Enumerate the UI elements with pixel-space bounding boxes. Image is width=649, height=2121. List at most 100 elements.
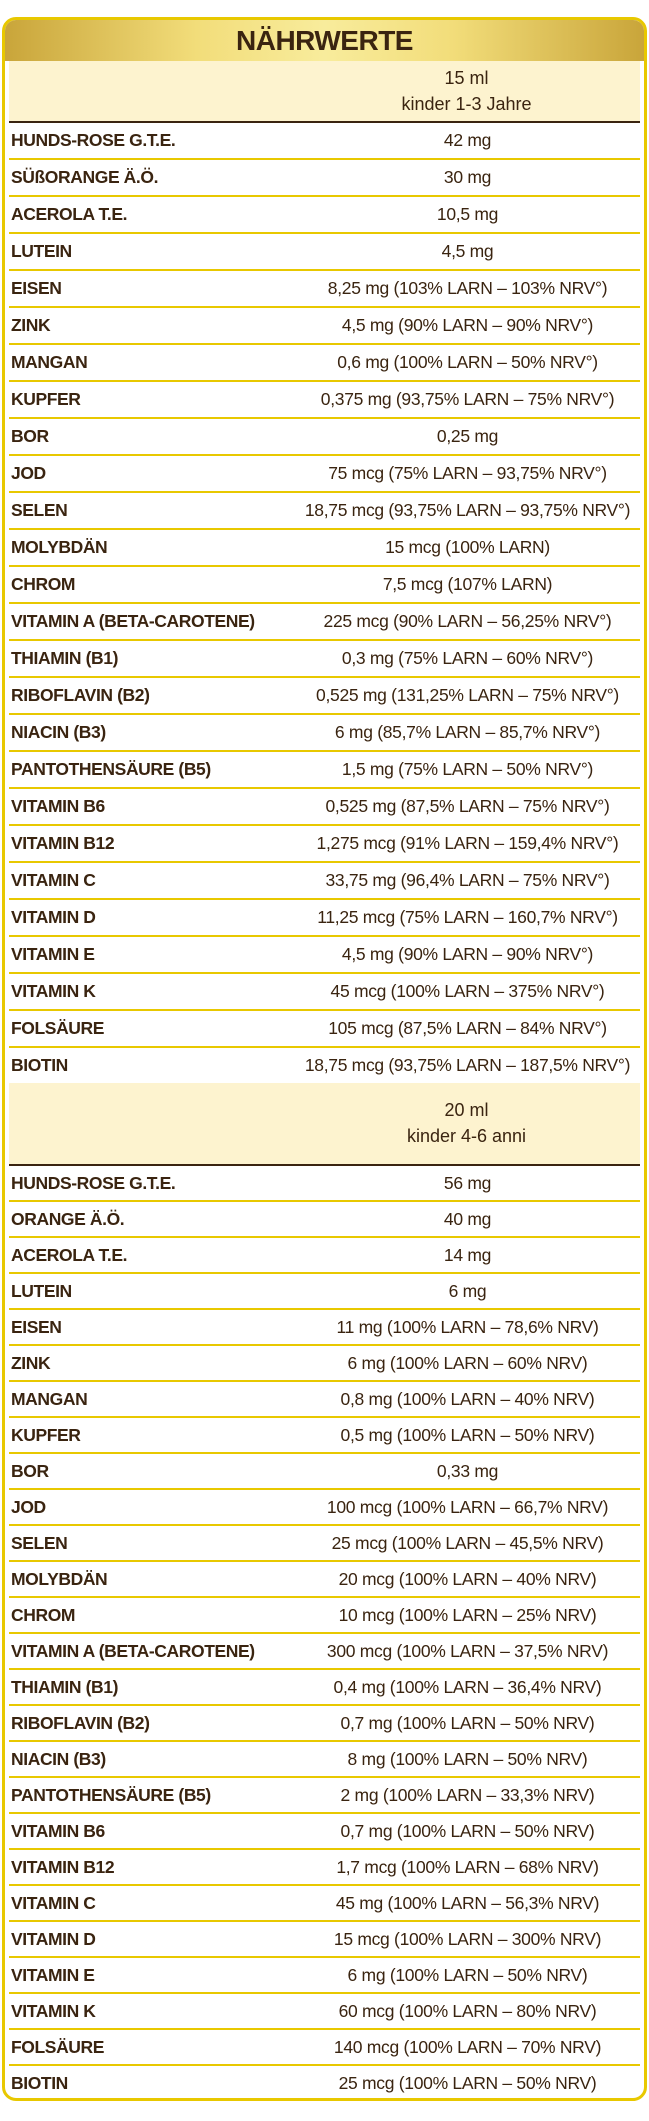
nutrient-value: 33,75 mg (96,4% LARN – 75% NRV°) — [325, 870, 610, 890]
dose-header: 15 ml kinder 1-3 Jahre — [9, 61, 640, 123]
nutrient-value: 60 mcg (100% LARN – 80% NRV) — [338, 2000, 597, 2021]
nutrient-value: 25 mcg (100% LARN – 50% NRV) — [338, 2072, 597, 2093]
nutrient-name: ACEROLA T.E. — [11, 1244, 128, 1265]
table-row: VITAMIN A (BETA-CAROTENE) 300 mcg (100% L… — [9, 1634, 640, 1670]
nutrient-name: VITAMIN B12 — [11, 833, 115, 853]
nutrient-value: 8 mg (100% LARN – 50% NRV) — [347, 1748, 588, 1769]
nutrient-name: NIACIN (B3) — [11, 1748, 106, 1769]
nutrient-name: VITAMIN K — [11, 2000, 96, 2021]
nutrient-name: VITAMIN D — [11, 907, 96, 927]
dose-header: 20 ml kinder 4-6 anni — [9, 1083, 640, 1166]
table-row: BOR 0,33 mg — [9, 1454, 640, 1490]
nutrient-name: NIACIN (B3) — [11, 722, 106, 742]
table-row: FOLSÄURE 105 mcg (87,5% LARN – 84% NRV°) — [9, 1011, 640, 1048]
nutrient-value: 225 mcg (90% LARN – 56,25% NRV°) — [323, 611, 612, 631]
nutrient-value: 14 mg — [443, 1244, 492, 1265]
table-row: VITAMIN D 11,25 mcg (75% LARN – 160,7% NR… — [9, 900, 640, 937]
nutrient-value: 0,525 mg (87,5% LARN – 75% NRV°) — [325, 796, 610, 816]
nutrient-value: 45 mg (100% LARN – 56,3% NRV) — [335, 1892, 600, 1913]
nutrient-name: VITAMIN A (BETA-CAROTENE) — [11, 1640, 255, 1661]
nutrient-value: 0,8 mg (100% LARN – 40% NRV) — [340, 1388, 595, 1409]
table-row: MOLYBDÄN 15 mcg (100% LARN) — [9, 530, 640, 567]
table-row: ACEROLA T.E. 14 mg — [9, 1238, 640, 1274]
nutrient-value: 10,5 mg — [436, 204, 499, 224]
table-row: VITAMIN C 45 mg (100% LARN – 56,3% NRV) — [9, 1886, 640, 1922]
nutrient-value: 0,375 mg (93,75% LARN – 75% NRV°) — [320, 389, 615, 409]
nutrient-name: LUTEIN — [11, 241, 72, 261]
nutrient-value: 42 mg — [443, 130, 492, 150]
nutrient-value: 15 mcg (100% LARN) — [385, 537, 550, 557]
nutrient-name: CHROM — [11, 1604, 76, 1625]
nutrient-value: 0,6 mg (100% LARN – 50% NRV°) — [337, 352, 598, 372]
table-row: THIAMIN (B1) 0,4 mg (100% LARN – 36,4% NR… — [9, 1670, 640, 1706]
table-row: RIBOFLAVIN (B2) 0,525 mg (131,25% LARN – … — [9, 678, 640, 715]
table-row: MANGAN 0,6 mg (100% LARN – 50% NRV°) — [9, 345, 640, 382]
table-row: VITAMIN B12 1,7 mcg (100% LARN – 68% NRV) — [9, 1850, 640, 1886]
nutrient-value: 2 mg (100% LARN – 33,3% NRV) — [340, 1784, 595, 1805]
nutrient-name: SELEN — [11, 500, 68, 520]
nutrient-value: 4,5 mg (90% LARN – 90% NRV°) — [341, 315, 594, 335]
table-row: LUTEIN 4,5 mg — [9, 234, 640, 271]
nutrient-name: VITAMIN B6 — [11, 1820, 105, 1841]
nutrient-value: 0,4 mg (100% LARN – 36,4% NRV) — [333, 1676, 602, 1697]
nutrient-value: 30 mg — [443, 167, 492, 187]
nutrient-name: PANTOTHENSÄURE (B5) — [11, 1784, 211, 1805]
table-row: NIACIN (B3) 6 mg (85,7% LARN – 85,7% NRV°… — [9, 715, 640, 752]
table-row: FOLSÄURE 140 mcg (100% LARN – 70% NRV) — [9, 2030, 640, 2066]
nutrient-name: BIOTIN — [11, 2072, 68, 2093]
nutrient-value: 56 mg — [443, 1172, 492, 1193]
nutrient-name: BIOTIN — [11, 1055, 68, 1075]
nutrient-name: VITAMIN A (BETA-CAROTENE) — [11, 611, 255, 631]
nutrient-value: 6 mg (85,7% LARN – 85,7% NRV°) — [334, 722, 601, 742]
table-row: SELEN 25 mcg (100% LARN – 45,5% NRV) — [9, 1526, 640, 1562]
nutrient-name: JOD — [11, 463, 46, 483]
table-row: VITAMIN E 4,5 mg (90% LARN – 90% NRV°) — [9, 937, 640, 974]
nutrient-value: 6 mg (100% LARN – 50% NRV) — [347, 1964, 588, 1985]
nutrient-value: 15 mcg (100% LARN – 300% NRV) — [333, 1928, 602, 1949]
nutrient-name: CHROM — [11, 574, 76, 594]
nutrient-value: 11 mg (100% LARN – 78,6% NRV) — [336, 1316, 599, 1337]
table-row: VITAMIN B12 1,275 mcg (91% LARN – 159,4% … — [9, 826, 640, 863]
nutrient-value: 6 mg — [448, 1280, 487, 1301]
table-row: MANGAN 0,8 mg (100% LARN – 40% NRV) — [9, 1382, 640, 1418]
nutrient-name: MOLYBDÄN — [11, 1568, 108, 1589]
nutrient-name: ZINK — [11, 315, 51, 335]
nutrient-name: SELEN — [11, 1532, 68, 1553]
nutrient-name: KUPFER — [11, 1424, 81, 1445]
nutrient-name: VITAMIN C — [11, 1892, 96, 1913]
table-row: JOD 100 mcg (100% LARN – 66,7% NRV) — [9, 1490, 640, 1526]
nutrient-value: 20 mcg (100% LARN – 40% NRV) — [338, 1568, 597, 1589]
table-row: EISEN 8,25 mg (103% LARN – 103% NRV°) — [9, 271, 640, 308]
nutrient-value: 25 mcg (100% LARN – 45,5% NRV) — [331, 1532, 604, 1553]
table-row: PANTOTHENSÄURE (B5) 2 mg (100% LARN – 33,… — [9, 1778, 640, 1814]
nutrient-name: EISEN — [11, 1316, 62, 1337]
table-row: VITAMIN K 60 mcg (100% LARN – 80% NRV) — [9, 1994, 640, 2030]
nutrient-name: SÜßORANGE Ä.Ö. — [11, 167, 159, 187]
table-row: BOR 0,25 mg — [9, 419, 640, 456]
nutrient-name: RIBOFLAVIN (B2) — [11, 1712, 150, 1733]
table-row: RIBOFLAVIN (B2) 0,7 mg (100% LARN – 50% N… — [9, 1706, 640, 1742]
nutrient-value: 75 mcg (75% LARN – 93,75% NRV°) — [328, 463, 607, 483]
table-row: ZINK 6 mg (100% LARN – 60% NRV) — [9, 1346, 640, 1382]
nutrient-name: ZINK — [11, 1352, 51, 1373]
nutrient-name: EISEN — [11, 278, 62, 298]
table-row: MOLYBDÄN 20 mcg (100% LARN – 40% NRV) — [9, 1562, 640, 1598]
table-row: VITAMIN B6 0,7 mg (100% LARN – 50% NRV) — [9, 1814, 640, 1850]
table-row: LUTEIN 6 mg — [9, 1274, 640, 1310]
age-group-label: kinder 4-6 anni — [406, 1126, 527, 1146]
table-row: ZINK 4,5 mg (90% LARN – 90% NRV°) — [9, 308, 640, 345]
nutrient-name: BOR — [11, 1460, 49, 1481]
nutrient-name: BOR — [11, 426, 49, 446]
table-row: JOD 75 mcg (75% LARN – 93,75% NRV°) — [9, 456, 640, 493]
nutrient-name: MANGAN — [11, 352, 88, 372]
table-row: HUNDS-ROSE G.T.E. 56 mg — [9, 1166, 640, 1202]
nutrient-value: 100 mcg (100% LARN – 66,7% NRV) — [326, 1496, 609, 1517]
nutrient-value: 0,33 mg — [436, 1460, 499, 1481]
nutrient-value: 45 mcg (100% LARN – 375% NRV°) — [330, 981, 605, 1001]
table-row: EISEN 11 mg (100% LARN – 78,6% NRV) — [9, 1310, 640, 1346]
table-row: KUPFER 0,5 mg (100% LARN – 50% NRV) — [9, 1418, 640, 1454]
nutrient-name: VITAMIN C — [11, 870, 96, 890]
nutrient-value: 0,3 mg (75% LARN – 60% NRV°) — [341, 648, 594, 668]
nutrient-value: 18,75 mcg (93,75% LARN – 93,75% NRV°) — [304, 500, 631, 520]
nutrient-name: KUPFER — [11, 389, 81, 409]
